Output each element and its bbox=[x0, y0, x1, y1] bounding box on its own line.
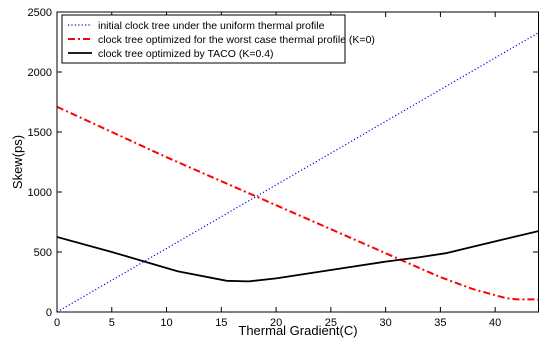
x-tick-label: 5 bbox=[109, 317, 115, 329]
x-tick-label: 15 bbox=[215, 317, 227, 329]
legend-box bbox=[61, 14, 346, 64]
y-tick-label: 500 bbox=[34, 247, 52, 259]
y-tick-label: 1000 bbox=[28, 187, 52, 199]
y-tick-label: 2000 bbox=[28, 67, 52, 79]
x-tick-label: 10 bbox=[160, 317, 172, 329]
series-line-2 bbox=[57, 105, 539, 301]
x-tick-label: 30 bbox=[380, 317, 392, 329]
legend: initial clock tree under the uniform the… bbox=[61, 14, 375, 64]
axes-layer: 0 5 10 15 20 25 30 35 40 0 500 1000 1500 2000 2500 bbox=[28, 7, 539, 329]
legend-label-2: clock tree optimized for the worst case … bbox=[98, 34, 375, 46]
y-axis-title: Skew(ps) bbox=[10, 135, 25, 189]
x-tick-label: 25 bbox=[325, 317, 337, 329]
series-line-1 bbox=[57, 31, 539, 312]
series-line-3 bbox=[57, 230, 539, 283]
x-tick-label: 40 bbox=[489, 317, 501, 329]
x-tick-label: 0 bbox=[54, 317, 60, 329]
y-tick-label: 0 bbox=[46, 307, 52, 319]
x-axis-title: Thermal Gradient(C) bbox=[238, 323, 357, 338]
legend-label-3: clock tree optimized by TACO (K=0.4) bbox=[98, 48, 274, 60]
plot-layer bbox=[57, 31, 539, 312]
legend-label-1: initial clock tree under the uniform the… bbox=[98, 20, 325, 32]
x-tick-label: 35 bbox=[434, 317, 446, 329]
y-tick-label: 2500 bbox=[28, 7, 52, 19]
y-tick-label: 1500 bbox=[28, 127, 52, 139]
x-tick-label: 20 bbox=[270, 317, 282, 329]
